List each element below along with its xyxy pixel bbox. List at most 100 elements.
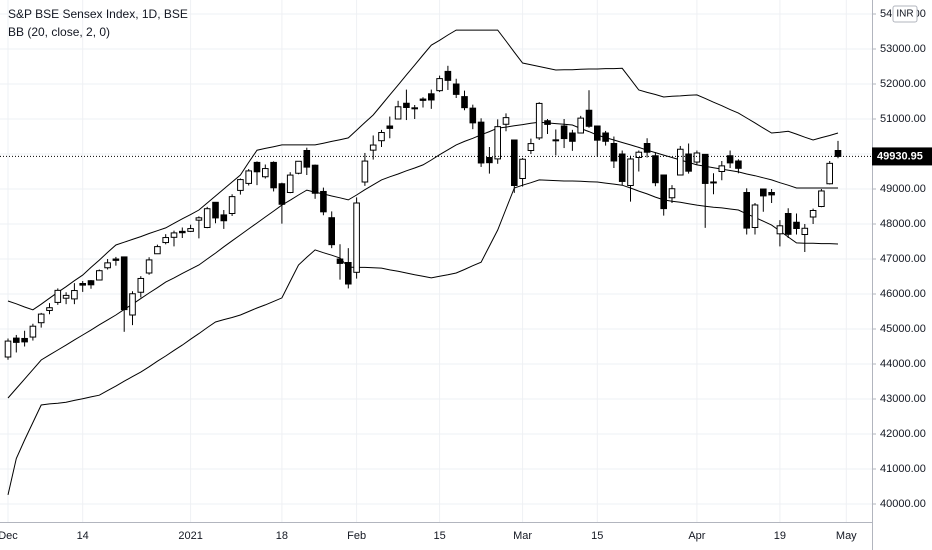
candle-body	[602, 132, 609, 142]
candle-body	[403, 102, 410, 108]
candle-body	[444, 70, 452, 81]
candle-body	[54, 289, 62, 303]
y-tick-label: 53000.00	[880, 43, 926, 55]
candle-body	[154, 246, 161, 255]
indicator-label: BB (20, close, 2, 0)	[8, 25, 110, 39]
x-tick-label: Dec	[0, 530, 18, 542]
candle-body	[195, 217, 203, 221]
y-tick-label: 52000.00	[880, 78, 926, 90]
candle-body	[618, 153, 626, 182]
candle-body	[486, 157, 493, 164]
candle-body	[129, 293, 136, 316]
candle-body	[320, 190, 327, 213]
candle-body	[685, 153, 692, 172]
candle-body	[743, 192, 751, 229]
candle-body	[552, 139, 560, 142]
band-line	[7, 179, 839, 496]
x-tick-label: Feb	[347, 530, 366, 542]
candle-body	[751, 204, 759, 229]
candle-body	[801, 227, 809, 236]
candle-body	[162, 237, 169, 244]
candle-body	[627, 158, 634, 187]
candle-body	[535, 102, 543, 139]
candle-body	[303, 150, 311, 168]
candle-body	[328, 217, 335, 246]
candle-body	[809, 209, 817, 218]
candle-body	[29, 325, 37, 338]
axes: 40000.00 41000.00 42000.00 43000.00 44000.00…	[0, 5, 932, 542]
candle-body	[369, 144, 377, 151]
y-tick-label: 49000.00	[880, 183, 926, 195]
candle-body	[428, 93, 435, 101]
candle-body	[79, 283, 87, 286]
x-tick-label: May	[836, 530, 857, 542]
x-tick-label: 19	[774, 530, 786, 542]
candle-body	[270, 161, 277, 189]
band-line	[7, 121, 838, 399]
x-tick-label: 2021	[178, 530, 202, 542]
candle-body	[353, 202, 360, 273]
candle-body	[511, 139, 518, 187]
candle-body	[237, 179, 244, 191]
candle-body	[220, 214, 228, 222]
plot	[0, 29, 872, 496]
candle-body	[419, 98, 427, 101]
candle-body	[793, 221, 800, 229]
x-tick-label: Apr	[688, 530, 705, 542]
currency-label: INR	[896, 9, 913, 20]
candle-body	[104, 262, 111, 269]
candle-body	[96, 270, 103, 281]
candle-body	[394, 106, 402, 120]
candle-body	[826, 162, 834, 185]
candle-body	[560, 125, 568, 140]
candle-body	[62, 294, 70, 299]
y-tick-label: 41000.00	[880, 463, 926, 475]
candle-body	[710, 181, 717, 184]
y-tick-label: 48000.00	[880, 218, 926, 230]
candle-body	[120, 256, 128, 311]
x-tick-label: 15	[591, 530, 603, 542]
candle-body	[735, 160, 742, 169]
x-tick-label: 15	[433, 530, 445, 542]
candle-body	[228, 196, 236, 215]
x-tick-label: Mar	[513, 530, 532, 542]
candle-body	[726, 155, 734, 164]
grid	[0, 0, 872, 522]
x-tick-label: 18	[276, 530, 288, 542]
candle-body	[4, 340, 12, 358]
candle-body	[784, 213, 792, 235]
last-price-badge	[872, 147, 932, 166]
candle-body	[760, 188, 767, 197]
candle-body	[253, 161, 261, 173]
candle-body	[87, 280, 95, 286]
candle-body	[295, 160, 302, 174]
y-tick-label: 43000.00	[880, 393, 926, 405]
candle-body	[677, 148, 684, 176]
candle-body	[776, 225, 784, 235]
chart-title: S&P BSE Sensex Index, 1D, BSE	[8, 7, 188, 21]
candle-body	[818, 190, 825, 208]
candle-body	[145, 259, 153, 274]
candle-body	[469, 107, 477, 124]
candle-body	[635, 151, 643, 159]
y-tick-label: 42000.00	[880, 428, 926, 440]
candle-body	[461, 96, 468, 109]
candle-body	[112, 258, 120, 261]
candle-body	[336, 258, 344, 264]
candle-body	[13, 337, 20, 343]
candle-body	[668, 188, 676, 199]
candle-body	[494, 126, 501, 160]
candle-body	[452, 83, 460, 95]
y-tick-label: 47000.00	[880, 253, 926, 265]
x-tick-label: 14	[77, 530, 89, 542]
candle-body	[718, 165, 726, 173]
y-tick-label: 45000.00	[880, 323, 926, 335]
candle-body	[768, 192, 775, 196]
band-line	[7, 29, 839, 311]
candle-body	[378, 132, 385, 142]
candle-body	[577, 117, 585, 134]
candle-body	[187, 228, 194, 232]
last-price-label: 49930.95	[877, 150, 923, 162]
candle-body	[37, 313, 45, 324]
candle-body	[245, 170, 252, 184]
